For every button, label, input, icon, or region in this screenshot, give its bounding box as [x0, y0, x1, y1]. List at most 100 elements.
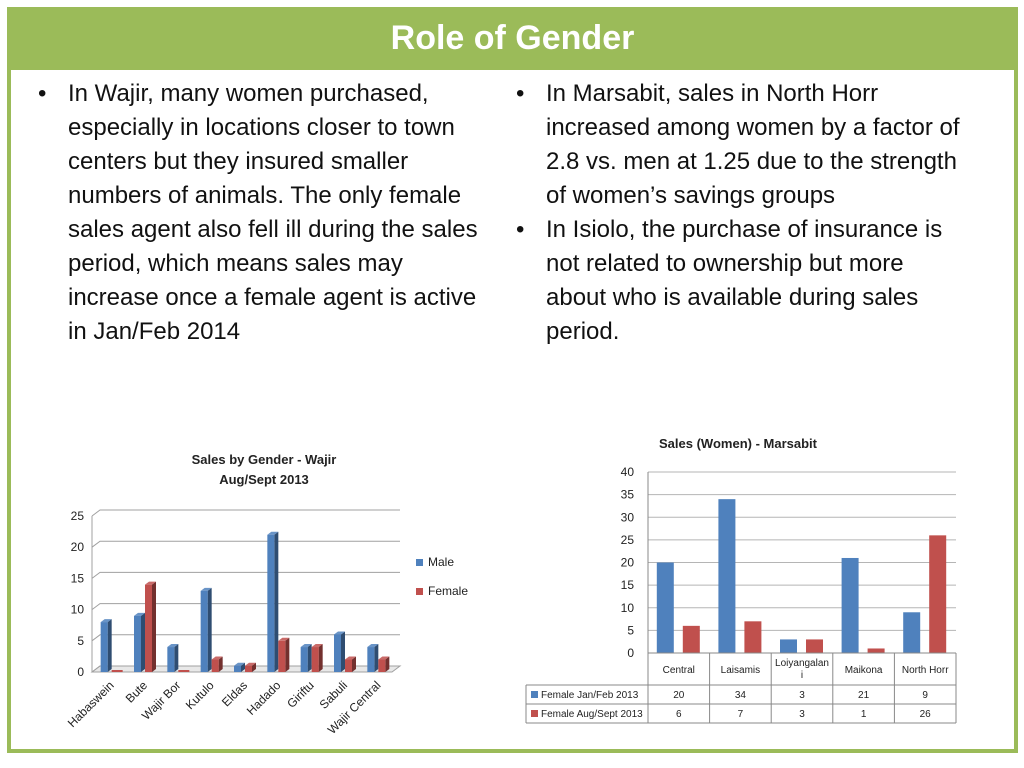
bullet-item: In Marsabit, sales in North Horr increas… [510, 77, 970, 213]
bar-side [241, 662, 245, 672]
chart-subtitle: Aug/Sept 2013 [219, 472, 309, 487]
bullet-item: In Wajir, many women purchased, especial… [32, 77, 482, 349]
bar-top [134, 612, 145, 616]
bar-male [134, 615, 141, 672]
y-tick-label: 40 [621, 465, 635, 479]
table-cell: 34 [735, 690, 747, 701]
x-tick-label: Loiyangalan [775, 658, 829, 669]
bar-jan-feb [656, 562, 674, 653]
table-cell: 3 [799, 709, 805, 720]
y-tick-label: 30 [621, 510, 635, 524]
bar-top [345, 656, 356, 660]
gridline [91, 665, 400, 673]
legend-swatch [531, 691, 538, 698]
bar-male [234, 665, 241, 672]
bar-top [267, 531, 279, 535]
bar-side [141, 612, 145, 672]
x-tick-label: i [801, 670, 803, 681]
bullet-item: In Isiolo, the purchase of insurance is … [510, 213, 970, 349]
x-tick-label: Maikona [845, 665, 883, 676]
bar-top [211, 656, 223, 660]
table-cell: 20 [673, 690, 685, 701]
gridline [91, 540, 400, 548]
bar-top [167, 644, 179, 648]
bar-side [152, 581, 156, 672]
bar-top [311, 644, 323, 648]
y-tick-label: 0 [77, 665, 84, 679]
gridline [91, 603, 400, 610]
y-tick-label: 20 [621, 556, 635, 570]
bar-side [307, 644, 312, 672]
gridline [91, 634, 400, 642]
table-cell: 26 [920, 709, 932, 720]
bar-aug-sept [744, 621, 762, 653]
y-tick-label: 20 [71, 540, 85, 554]
legend-label: Male [428, 555, 454, 569]
legend-swatch [416, 588, 423, 595]
table-cell: 6 [676, 709, 682, 720]
chart-title: Sales (Women) - Marsabit [659, 436, 818, 451]
bar-top [200, 587, 212, 591]
y-tick-label: 10 [621, 601, 635, 615]
y-tick-label: 15 [71, 571, 85, 585]
x-tick-label: Central [663, 665, 695, 676]
bar-side [107, 619, 112, 672]
title-bar: Role of Gender [7, 7, 1018, 70]
bar-top [245, 662, 256, 666]
bar-jan-feb [903, 612, 921, 653]
y-tick-label: 35 [621, 488, 635, 502]
legend-swatch [531, 710, 538, 717]
bar-side [318, 644, 323, 672]
bar-side [274, 531, 279, 672]
y-tick-label: 25 [71, 509, 85, 523]
bar-female [211, 659, 219, 672]
table-cell: 3 [799, 690, 805, 701]
y-tick-label: 15 [621, 578, 635, 592]
bar-side [207, 587, 212, 672]
bar-side [252, 662, 256, 672]
y-tick-label: 25 [621, 533, 635, 547]
bar-female [278, 640, 286, 672]
bar-aug-sept [929, 535, 947, 653]
bar-aug-sept [806, 639, 823, 653]
bar-top [367, 644, 379, 648]
bar-male [300, 647, 308, 672]
bar-male [200, 590, 208, 672]
y-tick-label: 5 [627, 623, 634, 637]
bar-jan-feb [841, 557, 859, 653]
bar-aug-sept [682, 625, 700, 653]
bar-aug-sept [867, 648, 885, 653]
bar-female [111, 670, 123, 672]
bullets-left: In Wajir, many women purchased, especial… [32, 77, 482, 349]
table-cell: 1 [861, 709, 867, 720]
bullets-right: In Marsabit, sales in North Horr increas… [510, 77, 970, 349]
bar-top [300, 644, 312, 648]
bar-top [378, 656, 390, 660]
bar-side [385, 656, 390, 672]
y-tick-label: 10 [71, 603, 85, 617]
bar-female [378, 659, 386, 672]
bar-top [145, 581, 156, 585]
bar-male [267, 534, 275, 672]
x-tick-label: Laisamis [721, 665, 760, 676]
bar-side [174, 644, 179, 672]
bar-top [278, 637, 290, 641]
y-tick-label: 0 [627, 646, 634, 660]
bar-female [178, 670, 190, 672]
legend-swatch [416, 559, 423, 566]
bar-top [334, 631, 345, 635]
bar-male [167, 647, 175, 672]
bar-female [345, 659, 352, 672]
legend-label: Female [428, 584, 468, 598]
bar-female [311, 647, 319, 672]
bar-jan-feb [718, 499, 736, 653]
bar-side [218, 656, 223, 672]
table-cell: 7 [738, 709, 744, 720]
bar-male [334, 634, 341, 672]
bar-side [341, 631, 345, 672]
bar-top [100, 619, 112, 623]
legend-label: Female Jan/Feb 2013 [541, 690, 639, 701]
bar-male [367, 647, 375, 672]
